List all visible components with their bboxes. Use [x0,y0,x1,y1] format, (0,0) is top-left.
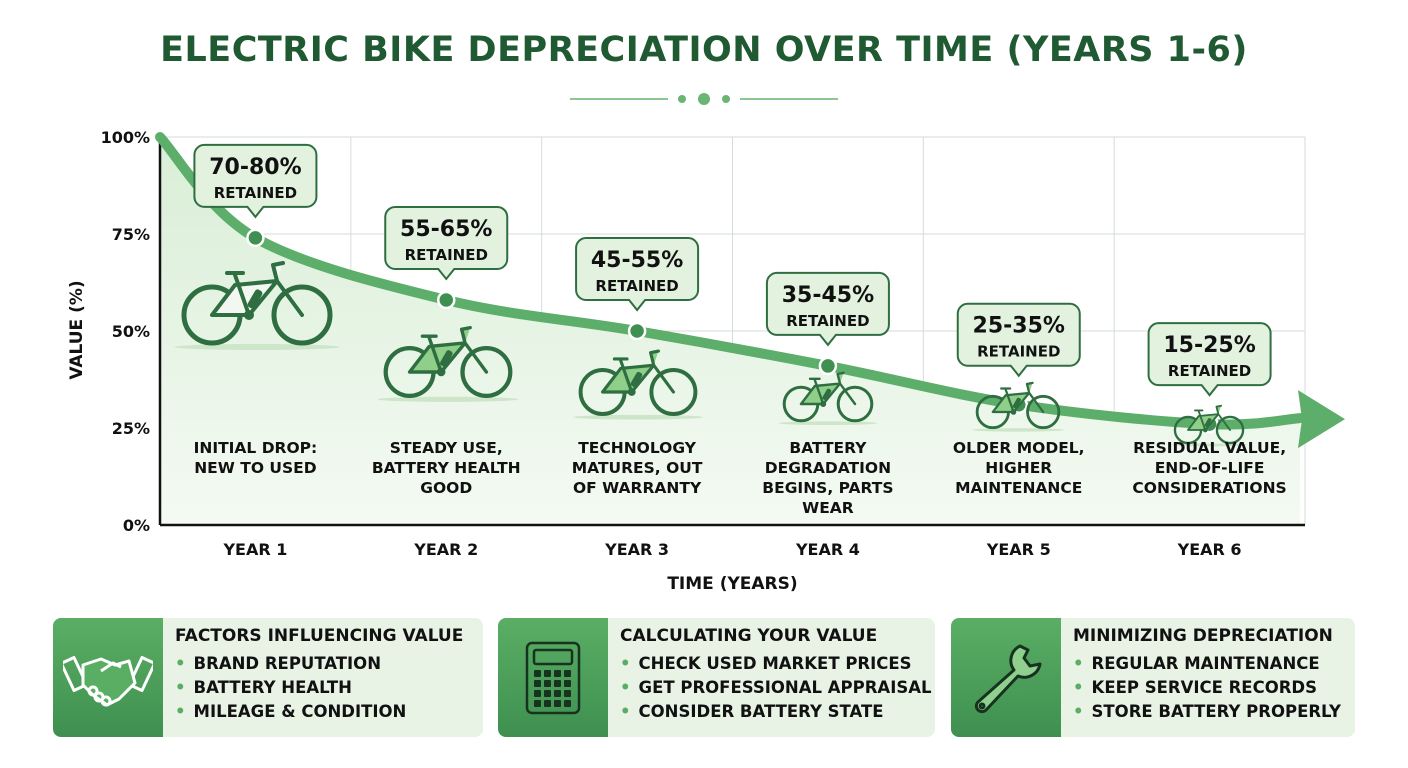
retained-range: 55-65% [400,217,492,242]
panel-minimizing: MINIMIZING DEPRECIATION REGULAR MAINTENA… [951,618,1355,737]
x-tick-label: YEAR 2 [413,540,478,559]
x-tick-label: YEAR 5 [986,540,1051,559]
callout-bubble [193,143,318,219]
year-description: BATTERY [789,439,867,457]
y-axis-title: VALUE (%) [67,280,87,379]
list-item: REGULAR MAINTENANCE [1073,652,1341,676]
year-description: TECHNOLOGY [578,439,697,457]
retained-callout: 45-55% RETAINED [575,237,700,312]
retained-word: RETAINED [405,246,488,264]
calculator-icon [498,618,608,737]
year-description: MATURES, OUT [572,459,703,477]
retained-callout: 25-35% RETAINED [956,302,1081,378]
list-item: GET PROFESSIONAL APPRAISAL [620,676,932,700]
callout-bubble [765,271,890,347]
area-under-curve [160,137,1300,525]
callout-bubble [1147,322,1272,397]
list-item: BATTERY HEALTH [175,676,463,700]
depreciation-curve [155,132,1305,430]
list-item: MILEAGE & CONDITION [175,700,463,724]
year-description: OLDER MODEL, [953,439,1085,457]
y-tick-label: 0% [123,516,150,535]
year-description: BEGINS, PARTS [762,479,893,497]
retained-word: RETAINED [214,184,297,202]
retained-range: 70-80% [209,155,301,180]
retained-word: RETAINED [977,343,1060,361]
retained-range: 25-35% [973,314,1065,339]
year-description: WEAR [802,499,854,517]
callout-bubble [384,205,509,281]
wrench-icon [951,618,1061,737]
retained-range: 45-55% [591,248,683,273]
bike-icon [377,325,519,402]
x-axis-title: TIME (YEARS) [667,574,797,594]
x-tick-label: YEAR 4 [795,540,860,559]
data-point [818,356,838,376]
year-description: NEW TO USED [194,459,317,477]
list-item: KEEP SERVICE RECORDS [1073,676,1341,700]
retained-word: RETAINED [786,312,869,330]
list-item: CONSIDER BATTERY STATE [620,700,932,724]
year-description: MAINTENANCE [955,479,1082,497]
retained-word: RETAINED [1168,362,1251,380]
callout-bubble [575,237,700,312]
year-description: HIGHER [985,459,1052,477]
y-tick-label: 75% [112,225,150,244]
chart-title: ELECTRIC BIKE DEPRECIATION OVER TIME (YE… [160,30,1248,70]
bike-icon [778,371,878,426]
panel-title: CALCULATING YOUR VALUE [620,626,878,646]
bike-icon [573,349,703,420]
year-description: END-OF-LIFE [1155,459,1265,477]
list-item: CHECK USED MARKET PRICES [620,652,932,676]
retained-callout: 55-65% RETAINED [384,205,509,281]
depreciation-chart: 0% 25% 50% 75% 100% 70-80% RETAINED INITIAL DRO… [67,93,1345,594]
x-tick-label: YEAR 3 [604,540,669,559]
retained-range: 15-25% [1163,333,1255,358]
retained-callout: 35-45% RETAINED [765,271,890,347]
retained-range: 35-45% [782,283,874,308]
year-description: BATTERY HEALTH [372,459,521,477]
panel-calculating: CALCULATING YOUR VALUE CHECK USED MARKET… [498,618,935,737]
bike-icon [1170,404,1248,447]
arrow-head-icon [1298,390,1345,449]
year-description: STEADY USE, [390,439,503,457]
callout-bubble [956,302,1081,378]
retained-callout: 15-25% RETAINED [1147,322,1272,397]
data-point [246,228,265,248]
year-description: DEGRADATION [765,459,891,477]
year-description: GOOD [420,479,472,497]
handshake-icon [53,618,163,737]
panel-title: MINIMIZING DEPRECIATION [1073,626,1333,646]
list-item: BRAND REPUTATION [175,652,463,676]
panel-factors: FACTORS INFLUENCING VALUE BRAND REPUTATI… [53,618,483,737]
bike-icon [174,261,340,350]
year-description: RESIDUAL VALUE, [1133,439,1286,457]
year-description: CONSIDERATIONS [1132,479,1286,497]
panel-title: FACTORS INFLUENCING VALUE [175,626,464,646]
data-point [627,321,647,341]
x-tick-label: YEAR 1 [222,540,287,559]
year-description: OF WARRANTY [573,479,702,497]
y-tick-label: 50% [112,322,150,341]
data-point [437,290,456,310]
bike-icon [971,381,1065,432]
y-tick-label: 100% [101,128,150,147]
x-tick-label: YEAR 6 [1177,540,1242,559]
list-item: STORE BATTERY PROPERLY [1073,700,1341,724]
y-tick-label: 25% [112,419,150,438]
retained-word: RETAINED [595,277,678,295]
year-description: INITIAL DROP: [194,439,318,457]
retained-callout: 70-80% RETAINED [193,143,318,219]
title-divider [570,93,838,105]
